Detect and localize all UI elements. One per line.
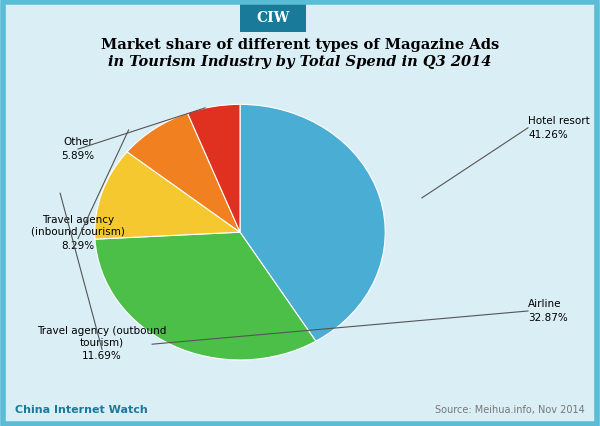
Text: Other: Other bbox=[63, 137, 93, 147]
Text: China Internet Watch: China Internet Watch bbox=[15, 406, 148, 415]
Text: Market share of different types of Magazine Ads: Market share of different types of Magaz… bbox=[101, 38, 499, 52]
Wedge shape bbox=[187, 104, 240, 232]
Wedge shape bbox=[240, 104, 385, 341]
Text: 11.69%: 11.69% bbox=[82, 351, 122, 361]
Text: Source: Meihua.info, Nov 2014: Source: Meihua.info, Nov 2014 bbox=[435, 406, 585, 415]
Text: Airline: Airline bbox=[528, 299, 562, 309]
Text: Travel agency (outbound
tourism): Travel agency (outbound tourism) bbox=[37, 325, 167, 347]
Text: Hotel resort: Hotel resort bbox=[528, 116, 590, 126]
Text: 5.89%: 5.89% bbox=[61, 151, 95, 161]
Text: Travel agency
(inbound tourism): Travel agency (inbound tourism) bbox=[31, 215, 125, 236]
Text: 41.26%: 41.26% bbox=[528, 130, 568, 140]
Wedge shape bbox=[95, 152, 240, 239]
Text: in Tourism Industry by Total Spend in Q3 2014: in Tourism Industry by Total Spend in Q3… bbox=[109, 55, 491, 69]
Text: 8.29%: 8.29% bbox=[61, 241, 95, 250]
Wedge shape bbox=[127, 113, 240, 232]
Wedge shape bbox=[95, 232, 316, 360]
Text: 32.87%: 32.87% bbox=[528, 313, 568, 323]
Text: CIW: CIW bbox=[256, 11, 290, 25]
